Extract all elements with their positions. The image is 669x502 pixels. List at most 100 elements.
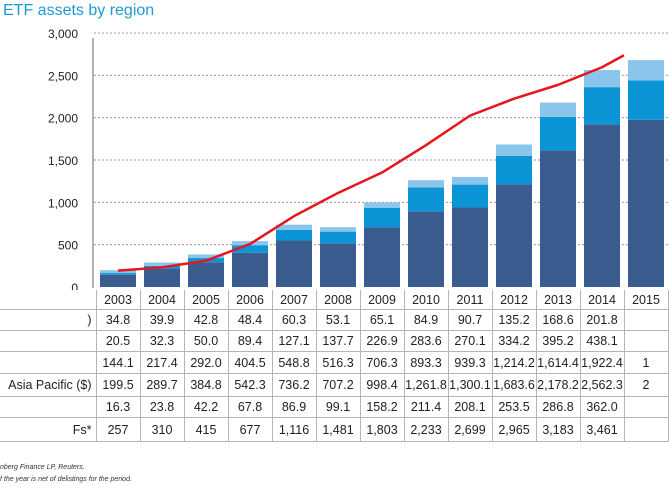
table-cell: 217.4 <box>139 351 185 374</box>
header-blank <box>0 290 96 310</box>
table-cell: 65.1 <box>359 309 405 331</box>
stacked-bar-chart: 0 500 1,000 1,500 2,000 2,500 3,000 <box>48 27 669 290</box>
year-header: 2008 <box>315 290 361 310</box>
table-cell: 226.9 <box>359 330 405 352</box>
year-header: 2015 <box>623 290 669 310</box>
table-cell: 201.8 <box>579 309 625 331</box>
bar-segment-2011-s1 <box>452 184 488 208</box>
table-cell: 2,178.2 <box>535 373 581 397</box>
table-row: 20.5 32.3 50.0 89.4 127.1 137.7 226.9 283.6 270.… <box>0 330 669 352</box>
table-row: 144.1 217.4 292.0 404.5 548.8 516.3 706.3 893.3… <box>0 351 669 374</box>
table-cell: 211.4 <box>403 396 449 418</box>
bar-segment-2014-s1 <box>584 87 620 125</box>
year-header: 2014 <box>579 290 625 310</box>
table-cell: 939.3 <box>447 351 493 374</box>
bar-segment-2007-s2 <box>276 224 312 230</box>
table-cell: 1,614.4 <box>535 351 581 374</box>
bar-segment-2011-s0 <box>452 207 488 287</box>
table-cell: 257 <box>95 417 141 442</box>
table-cell: 2,233 <box>403 417 449 442</box>
table-row: Fs* 257 310 415 677 1,116 1,481 1,803 2,233 2,699… <box>0 417 669 442</box>
y-tick-label: 1,500 <box>48 154 78 168</box>
year-header: 2007 <box>271 290 317 310</box>
table-cell: 362.0 <box>579 396 625 418</box>
table-cell: 1,261.8 <box>403 373 449 397</box>
bar-segment-2009-s2 <box>364 202 400 208</box>
bar-segment-2011-s2 <box>452 176 488 185</box>
table-cell: 893.3 <box>403 351 449 374</box>
table-cell: 415 <box>183 417 229 442</box>
bar-segment-2015-s1 <box>628 80 664 120</box>
year-header: 2013 <box>535 290 581 310</box>
table-cell: 3,461 <box>579 417 625 442</box>
table-cell: 1,116 <box>271 417 317 442</box>
y-tick-label: 3,000 <box>48 27 78 41</box>
bar-segment-2010-s0 <box>408 211 444 287</box>
table-cell <box>623 396 669 418</box>
bar-segment-2015-s2 <box>628 60 664 81</box>
row-label: ) <box>0 309 97 331</box>
table-cell: 67.8 <box>227 396 273 418</box>
table-cell: 42.8 <box>183 309 229 331</box>
table-cell: 34.8 <box>95 309 141 331</box>
table-cell: 1,214.2 <box>491 351 537 374</box>
table-cell: 127.1 <box>271 330 317 352</box>
table-cell: 286.8 <box>535 396 581 418</box>
bar-segment-2007-s1 <box>276 229 312 241</box>
table-cell: 706.3 <box>359 351 405 374</box>
table-cell: 707.2 <box>315 373 361 397</box>
table-cell: 168.6 <box>535 309 581 331</box>
year-header: 2005 <box>183 290 229 310</box>
table-cell: 3,183 <box>535 417 581 442</box>
table-cell: 1,683.6 <box>491 373 537 397</box>
table-cell: 208.1 <box>447 396 493 418</box>
year-header: 2010 <box>403 290 449 310</box>
row-label <box>0 330 97 352</box>
bar-segment-2015-s0 <box>628 119 664 288</box>
table-cell: 292.0 <box>183 351 229 374</box>
table-cell: 736.2 <box>271 373 317 397</box>
table-cell: 137.7 <box>315 330 361 352</box>
year-header: 2004 <box>139 290 185 310</box>
bar-segment-2014-s0 <box>584 124 620 287</box>
table-cell: 60.3 <box>271 309 317 331</box>
table-cell: 253.5 <box>491 396 537 418</box>
table-cell: 84.9 <box>403 309 449 331</box>
table-cell: 1,803 <box>359 417 405 442</box>
table-cell: 395.2 <box>535 330 581 352</box>
year-header: 2006 <box>227 290 273 310</box>
table-cell: 1 <box>623 351 669 374</box>
y-tick-label: 0 <box>71 281 78 290</box>
table-cell: 32.3 <box>139 330 185 352</box>
bar-segment-2010-s2 <box>408 180 444 188</box>
bar-segment-2004-s2 <box>144 262 180 266</box>
table-cell: 384.8 <box>183 373 229 397</box>
bar-segment-2013-s2 <box>540 102 576 117</box>
bar-segment-2009-s0 <box>364 227 400 287</box>
table-cell: 1,300.1 <box>447 373 493 397</box>
table-cell: 542.3 <box>227 373 273 397</box>
table-row: 16.3 23.8 42.2 67.8 86.9 99.1 158.2 211.4 208.1 2… <box>0 396 669 418</box>
year-header: 2012 <box>491 290 537 310</box>
table-cell: 158.2 <box>359 396 405 418</box>
table-cell: 289.7 <box>139 373 185 397</box>
table-cell: 42.2 <box>183 396 229 418</box>
table-cell: 404.5 <box>227 351 273 374</box>
bar-segment-2004-s0 <box>144 268 180 287</box>
bar-segment-2008-s0 <box>320 243 356 287</box>
footnote-delistings: f the year is net of delistings for the … <box>0 476 132 483</box>
table-cell: 334.2 <box>491 330 537 352</box>
row-label <box>0 396 97 418</box>
year-header: 2011 <box>447 290 493 310</box>
table-cell: 548.8 <box>271 351 317 374</box>
year-header: 2003 <box>95 290 141 310</box>
row-label: Fs* <box>0 417 97 442</box>
table-cell: 20.5 <box>95 330 141 352</box>
y-tick-label: 1,000 <box>48 196 78 210</box>
table-cell: 48.4 <box>227 309 273 331</box>
bar-segment-2006-s1 <box>232 245 268 253</box>
table-cell: 2,562.3 <box>579 373 625 397</box>
table-cell: 1,922.4 <box>579 351 625 374</box>
chart-title: ETF assets by region <box>3 2 155 19</box>
bar-segment-2003-s2 <box>100 270 136 274</box>
